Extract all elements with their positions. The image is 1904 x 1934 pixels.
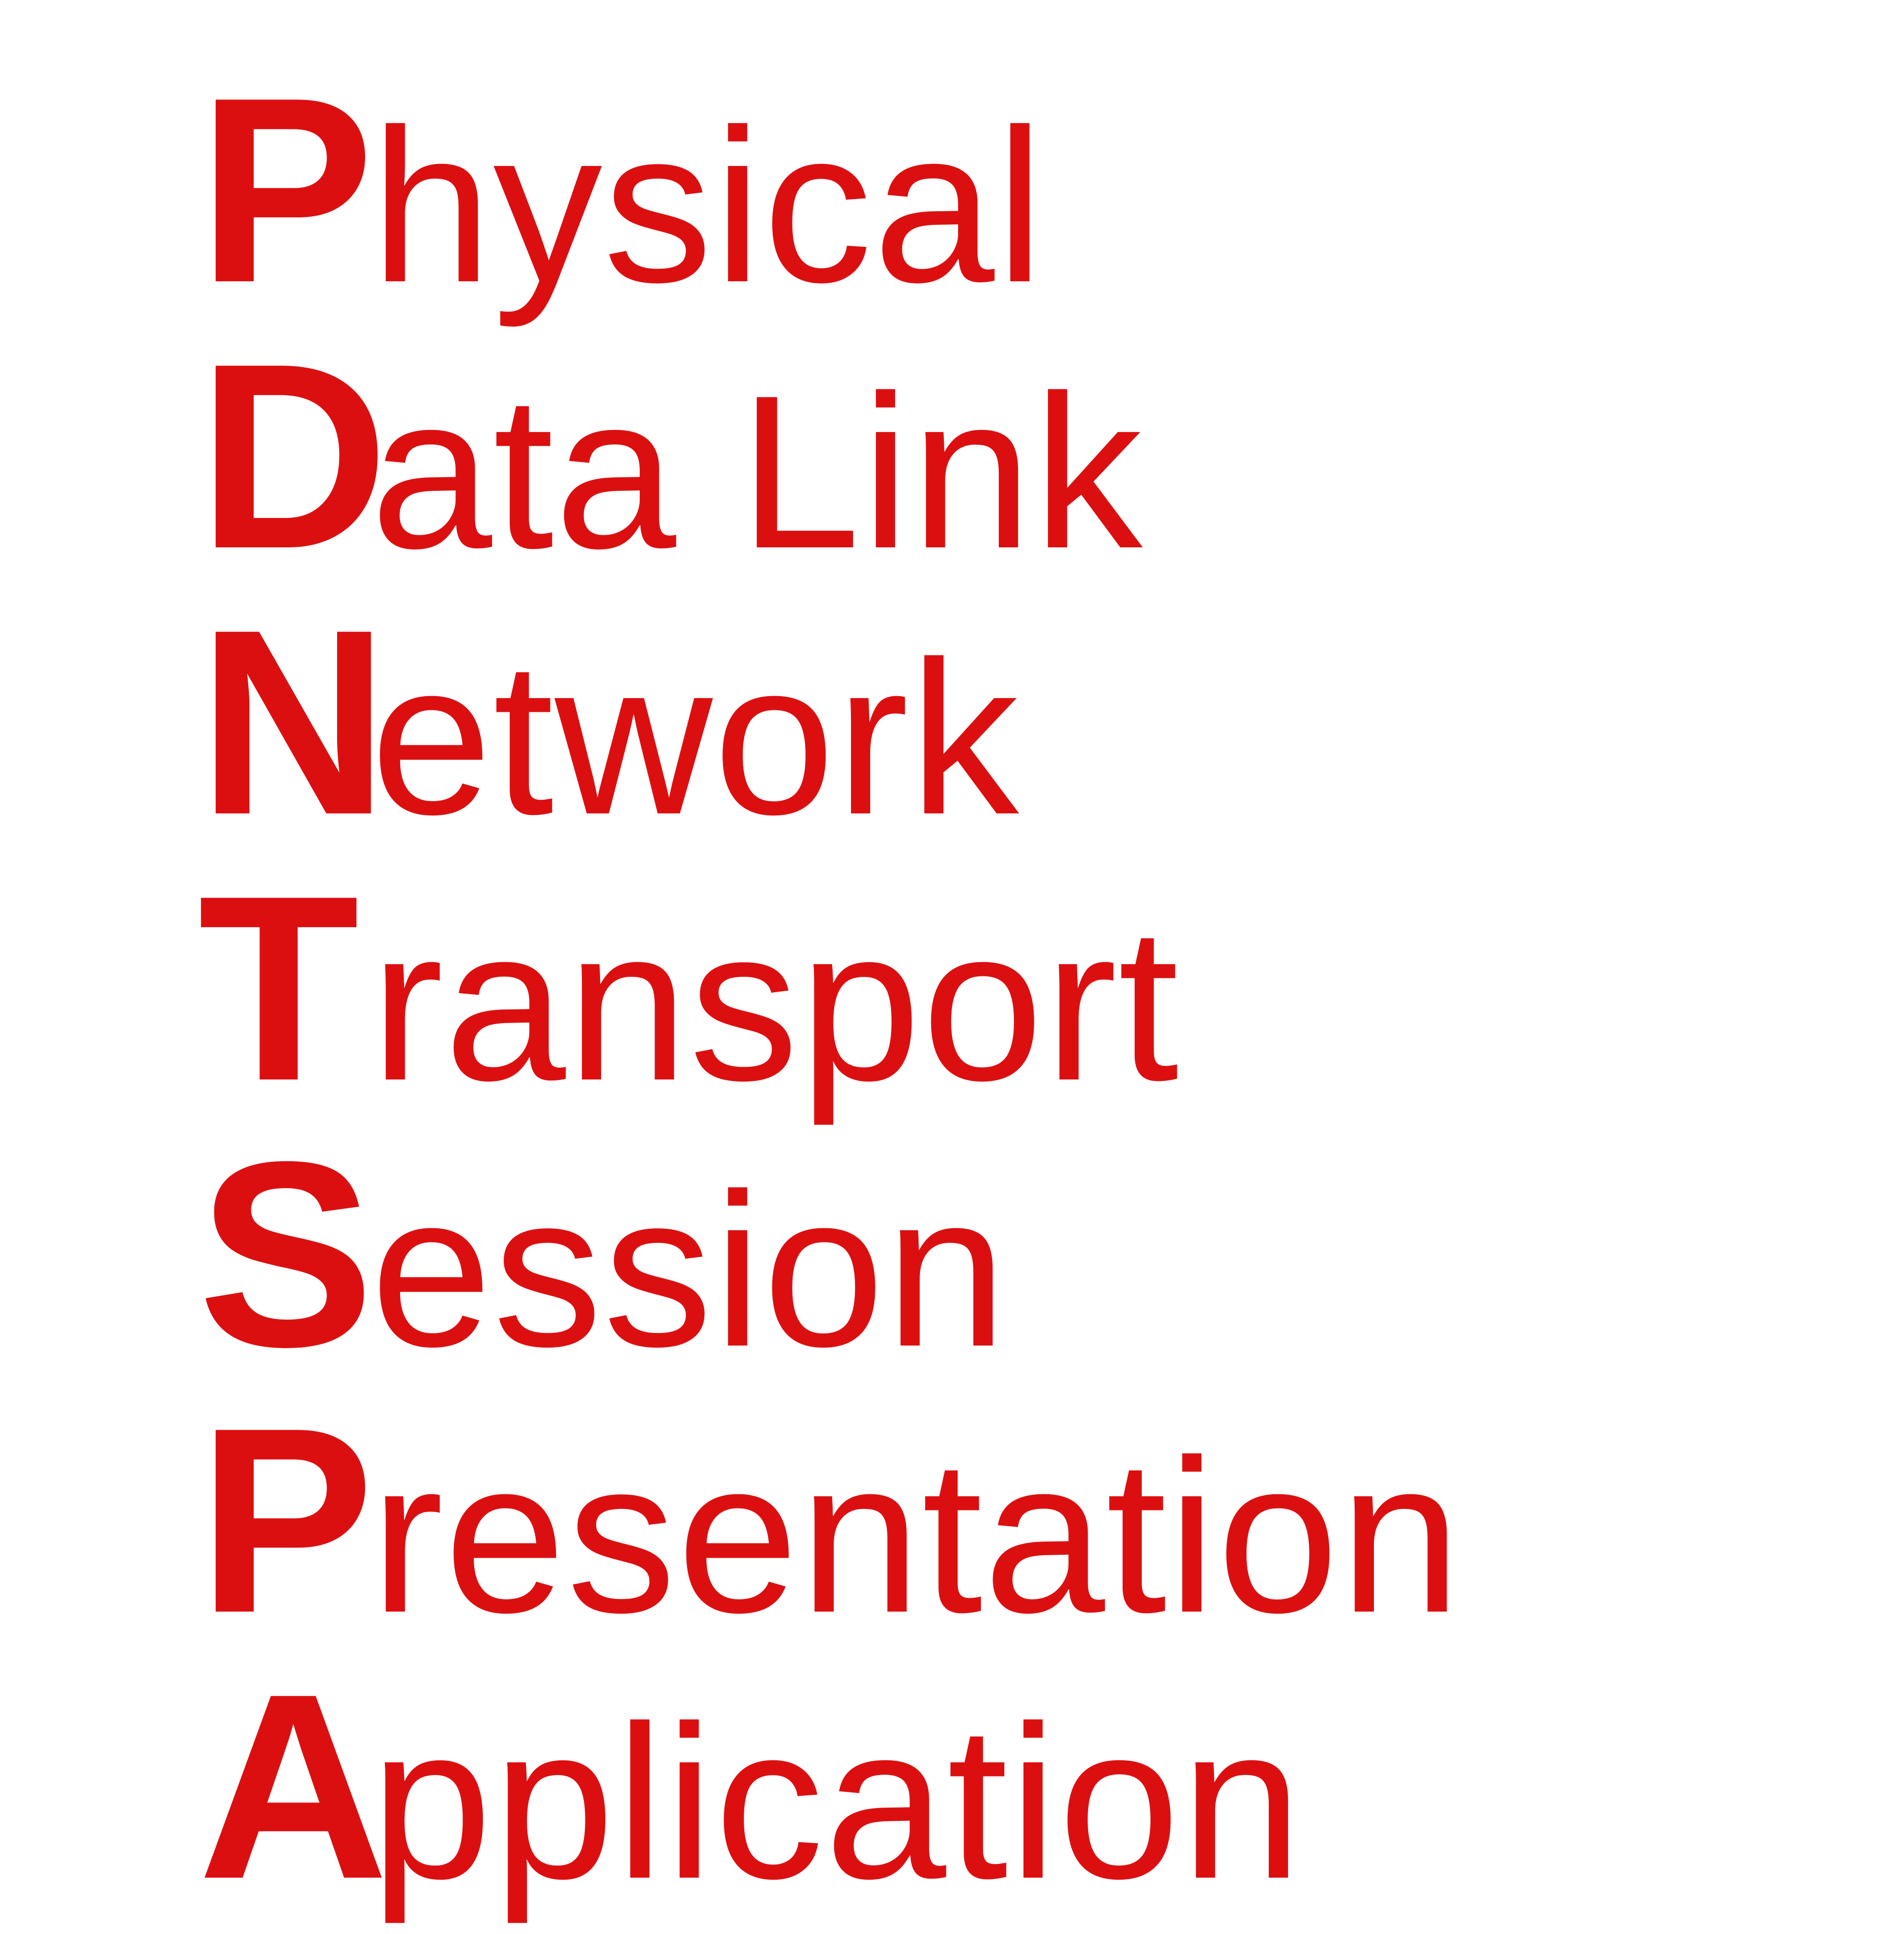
layer-name-rest: resentation — [371, 1415, 1462, 1658]
layer-name-rest: etwork — [371, 616, 1020, 860]
layer-initial: D — [198, 309, 389, 604]
layer-initial: P — [198, 43, 374, 338]
layer-initial: T — [198, 841, 359, 1136]
layer-initial: P — [198, 1373, 374, 1668]
layer-name-rest: hysical — [371, 84, 1045, 328]
layer-name-rest: ata Link — [371, 350, 1144, 594]
layer-initial: S — [198, 1107, 374, 1402]
layer-name-rest: ransport — [371, 882, 1180, 1126]
layer-name-rest: ession — [371, 1149, 1008, 1392]
layer-initial: N — [198, 575, 389, 870]
layer-name-rest: pplication — [371, 1681, 1303, 1924]
layer-initial: A — [198, 1639, 389, 1934]
